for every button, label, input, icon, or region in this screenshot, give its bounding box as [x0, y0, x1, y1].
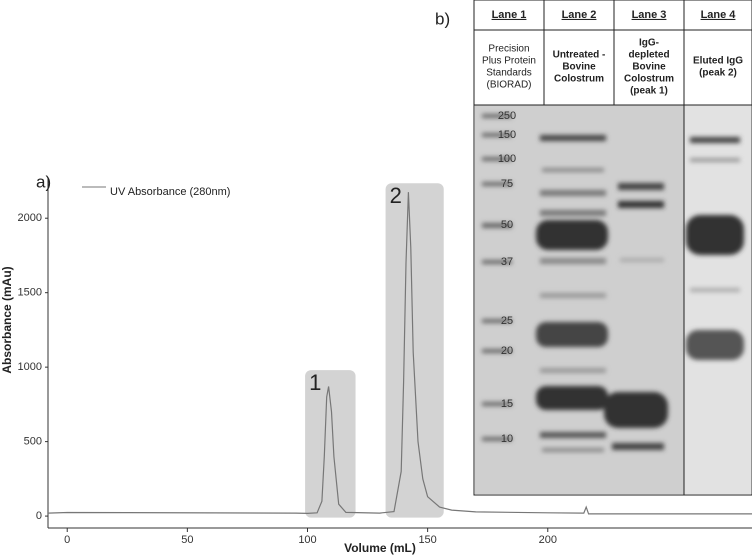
- lane-description: depleted: [628, 50, 669, 61]
- marker-label: 37: [501, 256, 513, 268]
- lane-description: (peak 2): [699, 68, 737, 79]
- lane-title: Lane 2: [562, 9, 597, 21]
- lane-description: IgG-: [639, 38, 659, 49]
- panel-label: a): [36, 172, 51, 191]
- y-axis-title: Absorbance (mAu): [0, 266, 14, 373]
- peak-label: 1: [309, 370, 321, 395]
- marker-label: 25: [501, 315, 513, 327]
- peak-region: [305, 370, 356, 518]
- y-tick-label: 1500: [18, 287, 42, 299]
- lane-description: Precision: [488, 44, 529, 55]
- x-tick-label: 100: [298, 534, 316, 546]
- marker-label: 75: [501, 178, 513, 190]
- marker-bands: [482, 114, 512, 441]
- lane-description: Eluted IgG: [693, 56, 743, 67]
- y-tick-label: 2000: [18, 212, 42, 224]
- lane-description: Untreated -: [553, 50, 606, 61]
- y-tick-label: 1000: [18, 361, 42, 373]
- peak-region: [385, 183, 444, 518]
- x-tick-label: 150: [418, 534, 436, 546]
- marker-label: 150: [498, 129, 516, 141]
- y-tick-label: 0: [36, 510, 42, 522]
- marker-label: 100: [498, 153, 516, 165]
- marker-label: 15: [501, 398, 513, 410]
- x-axis-title: Volume (mL): [344, 541, 416, 555]
- marker-label: 50: [501, 219, 513, 231]
- lane-description: Bovine: [632, 62, 666, 73]
- panel-label: b): [435, 9, 450, 28]
- marker-label: 10: [501, 433, 513, 445]
- lane-description: Colostrum: [624, 74, 674, 85]
- lane2-bands: [536, 135, 608, 452]
- gel-lane-bg: [684, 105, 751, 494]
- line-series: [47, 192, 752, 515]
- x-tick-label: 0: [64, 534, 70, 546]
- marker-label: 250: [498, 110, 516, 122]
- lane-description: Bovine: [562, 62, 596, 73]
- marker-label: 20: [501, 345, 513, 357]
- lane-title: Lane 1: [492, 9, 527, 21]
- lane-description: (peak 1): [630, 86, 668, 97]
- x-tick-label: 50: [181, 534, 193, 546]
- lane-description: Standards: [486, 68, 532, 79]
- peak-label: 2: [390, 183, 402, 208]
- y-tick-label: 500: [24, 436, 42, 448]
- x-tick-label: 200: [539, 534, 557, 546]
- gel-bands: [482, 114, 744, 452]
- lane-description: Plus Protein: [482, 56, 536, 67]
- lane4-bands: [686, 137, 744, 360]
- lane-description: (BIORAD): [487, 80, 532, 91]
- lane-title: Lane 3: [632, 9, 667, 21]
- lane3-bands: [604, 183, 668, 450]
- legend-label: UV Absorbance (280nm): [110, 186, 230, 198]
- lane-title: Lane 4: [701, 9, 737, 21]
- lane-description: Colostrum: [554, 74, 604, 85]
